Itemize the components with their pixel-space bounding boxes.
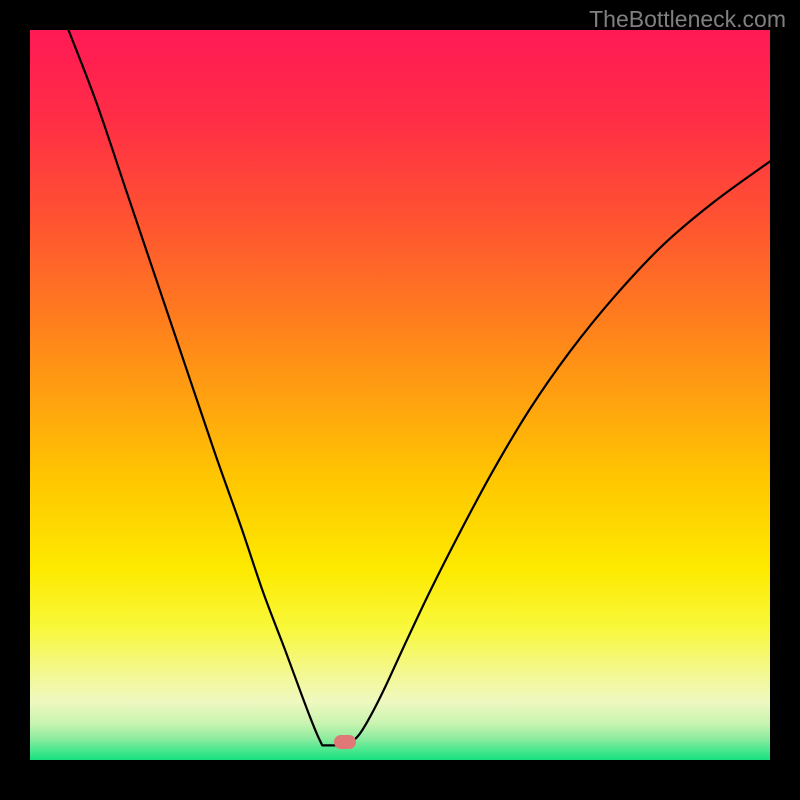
bottleneck-curve <box>30 30 770 760</box>
plot-area <box>30 30 770 760</box>
watermark-text: TheBottleneck.com <box>589 6 786 33</box>
optimal-point-marker <box>334 735 356 749</box>
